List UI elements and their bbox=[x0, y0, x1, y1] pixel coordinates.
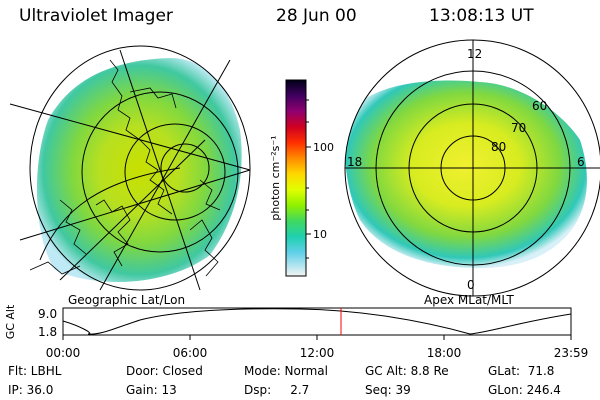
colorbar-tick-100: 100 bbox=[313, 141, 334, 154]
orbit-y-axis-label: GC Alt bbox=[4, 304, 17, 339]
orbit-altitude-line bbox=[62, 308, 572, 335]
orbit-plot: 9.0 1.8 GC Alt 00:00 06:00 12:00 18:00 2… bbox=[4, 304, 589, 360]
info-dsp: Dsp: 2.7 bbox=[244, 383, 310, 397]
geographic-caption: Geographic Lat/Lon bbox=[68, 293, 186, 307]
mlat-label-60: 60 bbox=[532, 99, 547, 113]
orbit-x-tick: 00:00 bbox=[46, 346, 81, 360]
colorbar: 100 10 photon cm⁻²s⁻¹ bbox=[269, 79, 334, 277]
orbit-ymax-label: 9.0 bbox=[38, 307, 57, 321]
orbit-x-tick: 06:00 bbox=[173, 346, 208, 360]
instrument-title: Ultraviolet Imager bbox=[19, 6, 173, 26]
info-glon: GLon: 246.4 bbox=[488, 383, 561, 397]
info-door: Door: Closed bbox=[126, 364, 203, 378]
orbit-x-tick: 18:00 bbox=[427, 346, 462, 360]
orbit-x-tick: 12:00 bbox=[300, 346, 335, 360]
orbit-x-tick: 23:59 bbox=[554, 346, 589, 360]
orbit-ymin-label: 1.8 bbox=[38, 325, 57, 339]
geographic-image bbox=[9, 45, 251, 291]
info-flt: Flt: LBHL bbox=[8, 364, 62, 378]
info-gain: Gain: 13 bbox=[126, 383, 177, 397]
orbit-plot-frame bbox=[62, 307, 572, 336]
header-time: 13:08:13 UT bbox=[429, 6, 534, 26]
imagery-canvas: 100 10 photon cm⁻²s⁻¹ 12 18 6 0 60 70 80 bbox=[9, 39, 600, 297]
mlt-label-12: 12 bbox=[467, 47, 482, 61]
apex-caption: Apex MLat/MLT bbox=[424, 293, 514, 307]
info-ip: IP: 36.0 bbox=[8, 383, 54, 397]
mlt-label-0: 0 bbox=[467, 278, 475, 292]
polar-image: 12 18 6 0 60 70 80 bbox=[344, 39, 600, 297]
mlat-label-80: 80 bbox=[491, 140, 506, 154]
colorbar-tick-10: 10 bbox=[313, 228, 327, 241]
mlt-label-18: 18 bbox=[347, 155, 362, 169]
info-gcalt: GC Alt: 8.8 Re bbox=[365, 364, 449, 378]
header-date: 28 Jun 00 bbox=[276, 6, 357, 26]
colorbar-unit-label: photon cm⁻²s⁻¹ bbox=[269, 135, 282, 220]
info-mode: Mode: Normal bbox=[244, 364, 328, 378]
mlat-label-70: 70 bbox=[511, 121, 526, 135]
mlt-label-6: 6 bbox=[577, 155, 585, 169]
info-glat: GLat: 71.8 bbox=[488, 364, 555, 378]
info-seq: Seq: 39 bbox=[365, 383, 411, 397]
